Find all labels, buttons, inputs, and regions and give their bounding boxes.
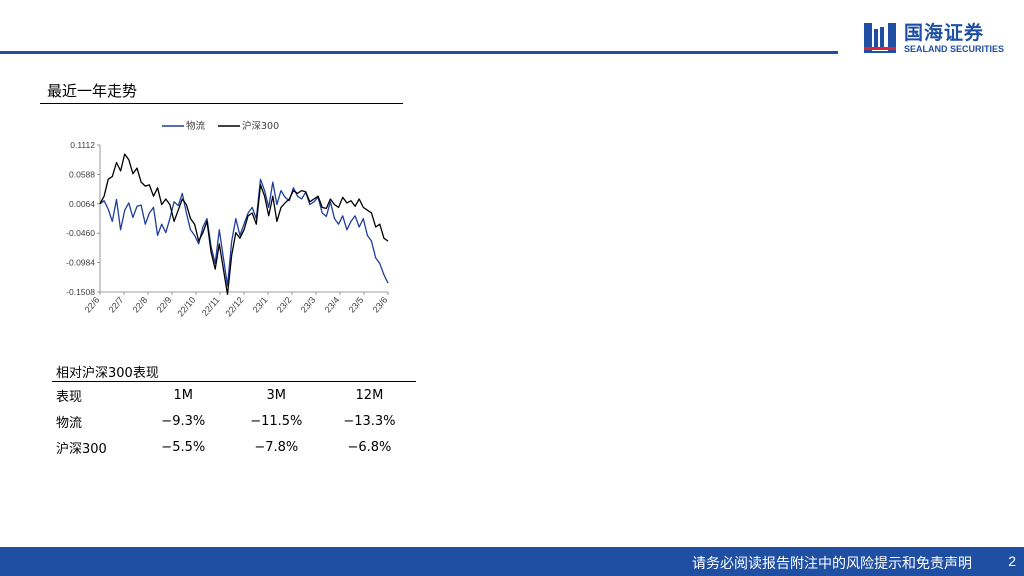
perf-header-label: 表现 (56, 389, 83, 405)
table-row: 物流 −9.3% −11.5% −13.3% (52, 408, 416, 434)
row-label: 沪深300 (56, 441, 107, 457)
x-tick-label: 23/6 (371, 295, 390, 315)
row-value: −7.8% (254, 439, 299, 455)
x-tick-label: 22/8 (131, 295, 150, 315)
table-row: 沪深300 −5.5% −7.8% −6.8% (52, 434, 416, 460)
x-tick-label: 22/12 (223, 295, 245, 319)
perf-table-title: 相对沪深300表现 (56, 366, 159, 381)
row-value: −9.3% (161, 413, 206, 429)
perf-header-3m: 3M (266, 387, 287, 403)
perf-header-12m: 12M (355, 387, 384, 403)
footer-disclaimer: 请务必阅读报告附注中的风险提示和免责声明 (692, 556, 972, 572)
y-axis: 0.1112 0.0588 0.0064 -0.0460 -0.0984 -0.1508 (66, 140, 101, 297)
row-value: −6.8% (347, 439, 392, 455)
x-tick-label: 22/10 (175, 295, 197, 319)
y-tick-label: -0.1508 (66, 287, 95, 297)
x-axis: 22/6 22/7 22/8 22/9 22/10 22/11 22/12 23/1 23/2 2… (83, 291, 390, 319)
y-tick-label: 0.1112 (70, 140, 95, 150)
row-label: 物流 (56, 415, 83, 431)
perf-table: 表现 1M 3M 12M 物流 −9.3% −11.5% −13.3% 沪深30… (52, 382, 416, 460)
legend-label: 沪深300 (242, 120, 279, 132)
row-value: −5.5% (161, 439, 206, 455)
chart-legend: 物流 沪深300 (162, 120, 279, 132)
x-tick-label: 22/11 (200, 295, 222, 318)
chart-series (99, 153, 389, 296)
perf-table-header-row: 表现 1M 3M 12M (52, 382, 416, 408)
y-tick-label: -0.0460 (66, 228, 95, 238)
x-tick-label: 23/1 (251, 295, 270, 315)
x-tick-label: 22/9 (155, 295, 174, 315)
series-line-csi300 (99, 153, 389, 296)
section-title: 最近一年走势 (47, 82, 138, 100)
section-title-rule (40, 103, 403, 104)
perf-header-1m: 1M (173, 387, 194, 403)
trend-line-chart: 物流 沪深300 0.1112 0.0588 0.0064 -0.0460 -0.0984… (66, 120, 390, 319)
y-tick-label: 0.0064 (69, 199, 95, 209)
x-tick-label: 23/5 (347, 295, 366, 315)
header-rule (0, 51, 838, 54)
brand-logo: 国海证券 SEALAND SECURITIES (862, 20, 1004, 56)
brand-name-cn: 国海证券 (904, 21, 985, 44)
row-value: −11.5% (250, 413, 303, 429)
row-value: −13.3% (343, 413, 396, 429)
x-tick-label: 23/2 (275, 295, 294, 315)
y-tick-label: -0.0984 (66, 258, 95, 268)
x-tick-label: 22/7 (107, 295, 126, 315)
x-tick-label: 22/6 (83, 295, 102, 315)
brand-name-en: SEALAND SECURITIES (904, 43, 1005, 54)
x-tick-label: 23/3 (299, 295, 318, 315)
series-line-logistics (99, 178, 389, 287)
x-tick-label: 23/4 (323, 295, 342, 315)
perf-table-rule (52, 381, 416, 382)
sealand-logo-icon (864, 23, 896, 53)
page-number: 2 (1008, 553, 1016, 569)
y-tick-label: 0.0588 (69, 169, 95, 179)
legend-label: 物流 (186, 120, 206, 132)
footer-bar: 请务必阅读报告附注中的风险提示和免责声明 2 (0, 547, 1024, 576)
